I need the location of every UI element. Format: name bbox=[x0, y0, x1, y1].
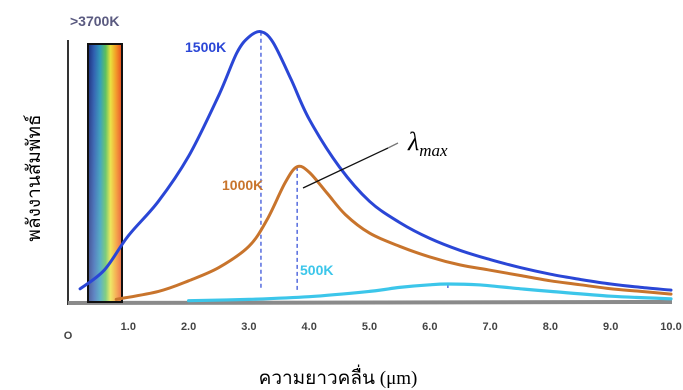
visible-spectrum-band bbox=[87, 43, 123, 303]
y-axis-title: พลังงานสัมพัทธ์ bbox=[23, 114, 45, 241]
lambda-max-pointer bbox=[302, 147, 389, 189]
x-tick-label: 5.0 bbox=[362, 321, 377, 333]
x-tick-label: 3.0 bbox=[241, 321, 256, 333]
curve-label-1500k: 1500K bbox=[185, 39, 226, 55]
lambda-max-label: λmax bbox=[407, 127, 448, 160]
peak-markers bbox=[260, 31, 449, 290]
curve-500k bbox=[187, 282, 673, 303]
x-tick-label: 6.0 bbox=[422, 321, 437, 333]
curve-label-1000k: 1000K bbox=[222, 177, 263, 193]
x-tick-label: 4.0 bbox=[302, 321, 317, 333]
lambda-subscript: max bbox=[419, 141, 448, 160]
curve-1500k bbox=[78, 30, 673, 292]
curve-label-500k: 500K bbox=[300, 262, 333, 278]
lambda-max-pointer-end bbox=[387, 142, 399, 149]
x-tick-label: O bbox=[64, 330, 73, 342]
lambda-symbol: λ bbox=[407, 127, 419, 156]
x-tick-label: 2.0 bbox=[181, 321, 196, 333]
x-tick-label: 10.0 bbox=[660, 321, 681, 333]
curves bbox=[78, 30, 673, 303]
visible-band-label: >3700K bbox=[70, 13, 119, 29]
curve-labels: 1500K 1000K 500K bbox=[185, 39, 333, 278]
x-tick-label: 7.0 bbox=[482, 321, 497, 333]
x-tick-label: 1.0 bbox=[121, 321, 136, 333]
x-tick-label: 9.0 bbox=[603, 321, 618, 333]
x-axis-title: ความยาวคลื่น (μm) bbox=[259, 364, 418, 389]
x-tick-label: 8.0 bbox=[543, 321, 558, 333]
x-axis-line bbox=[67, 300, 673, 306]
curve-1000k bbox=[114, 164, 673, 301]
x-ticks: O 1.0 2.0 3.0 4.0 5.0 6.0 7.0 8.0 9.0 10.0 bbox=[64, 321, 682, 342]
